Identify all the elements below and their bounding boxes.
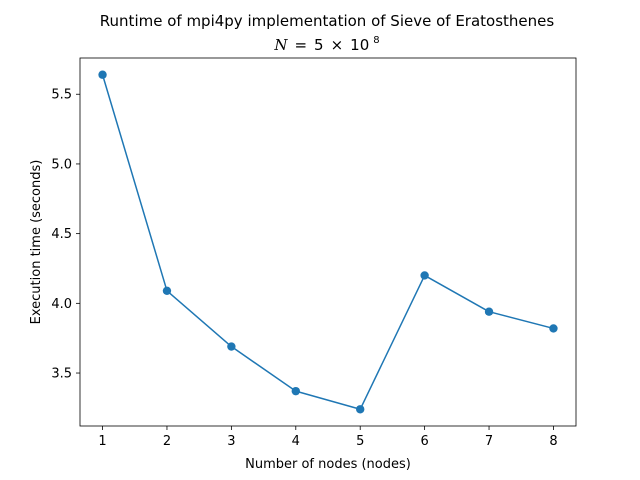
chart-title: Runtime of mpi4py implementation of Siev… (100, 12, 555, 30)
subtitle-base: 10 (350, 36, 369, 54)
x-tick-label-7: 7 (485, 434, 493, 449)
x-axis-label: Number of nodes (nodes) (245, 457, 411, 472)
y-tick-label-4.5: 4.5 (51, 227, 72, 242)
x-tick-label-8: 8 (549, 434, 557, 449)
data-point-6 (420, 271, 429, 280)
axes-frame (79, 57, 577, 427)
y-tick-label-3.5: 3.5 (51, 367, 72, 382)
x-tick-label-1: 1 (98, 434, 106, 449)
x-tick-label-6: 6 (420, 434, 428, 449)
data-point-4 (291, 386, 300, 396)
data-point-1 (98, 70, 107, 79)
data-point-2 (162, 286, 172, 295)
plot-area: 1 2 3 4 5 6 7 8 3.5 4.0 4.5 5.0 5.5 (51, 57, 577, 449)
y-axis-label: Execution time (seconds) (29, 160, 44, 325)
subtitle-coefficient: 5 (314, 36, 324, 54)
subtitle-times: × (331, 36, 344, 54)
chart-subtitle: N = 5 × 10 8 (273, 35, 379, 54)
x-tick-label-2: 2 (163, 434, 171, 449)
y-tick-label-5.5: 5.5 (51, 88, 72, 103)
data-point-8 (549, 324, 558, 333)
subtitle-variable: N (273, 36, 288, 54)
data-point-3 (227, 342, 236, 351)
subtitle-equals: = (294, 36, 307, 54)
subtitle-exponent: 8 (373, 35, 379, 46)
series-line-0 (101, 74, 554, 411)
data-point-5 (356, 405, 365, 414)
y-tick-label-5: 5.0 (51, 157, 72, 172)
y-tick-label-4: 4.0 (51, 297, 72, 312)
x-tick-label-4: 4 (292, 434, 300, 449)
x-tick-label-3: 3 (227, 434, 235, 449)
data-point-7 (484, 307, 494, 316)
x-tick-label-5: 5 (356, 434, 364, 449)
